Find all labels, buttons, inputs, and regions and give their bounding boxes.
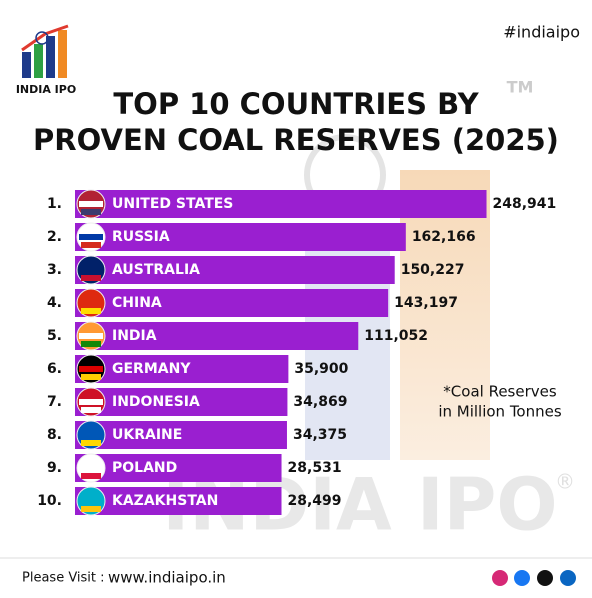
trademark: TM [507,78,534,97]
footer-label: Please Visit : [22,571,105,586]
flag-stripe [81,374,101,380]
rank: 7. [47,394,62,410]
flag-stripe [79,267,103,273]
note: *Coal Reserves [443,383,557,401]
value-label: 162,166 [412,229,476,245]
brand: INDIA IPO [16,83,76,96]
bar [75,190,487,218]
value-label: 34,375 [293,427,347,443]
bar [75,487,282,515]
category-label: KAZAKHSTAN [112,493,218,509]
flag-stripe [81,308,101,314]
rank: 2. [47,229,62,245]
flag-stripe [81,209,101,215]
hashtag: #indiaipo [503,23,580,42]
instagram-icon[interactable] [492,570,508,586]
flag-stripe [81,341,101,347]
rank: 10. [37,493,62,509]
value-label: 34,869 [293,394,347,410]
rank: 5. [47,328,62,344]
rank: 4. [47,295,62,311]
flag-stripe [81,473,101,479]
category-label: GERMANY [112,361,191,377]
value-label: 28,531 [288,460,342,476]
value-label: 111,052 [364,328,428,344]
social-icons [492,570,576,586]
x-icon[interactable] [537,570,553,586]
value-label: 28,499 [288,493,342,509]
bar [75,388,288,416]
chart-title: TOP 10 COUNTRIES BY [113,87,479,121]
flag-stripe [79,399,103,405]
bar [75,454,282,482]
bar [75,256,395,284]
category-label: AUSTRALIA [112,262,200,278]
category-label: UKRAINE [112,427,182,443]
category-label: INDONESIA [112,394,200,410]
rank: 1. [47,196,62,212]
flag-stripe [79,432,103,438]
rank: 9. [47,460,62,476]
category-label: INDIA [112,328,157,344]
note: in Million Tonnes [438,403,562,421]
value-label: 35,900 [294,361,348,377]
flag-stripe [79,333,103,339]
watermark-registered: ® [555,470,575,494]
flag-stripe [79,498,103,504]
category-label: UNITED STATES [112,196,233,212]
flag-stripe [79,300,103,306]
flag-stripe [81,440,101,446]
flag-stripe [79,201,103,207]
linkedin-icon[interactable] [560,570,576,586]
flag-stripe [81,275,101,281]
category-label: RUSSIA [112,229,170,245]
bar [75,421,287,449]
footer-url[interactable]: www.indiaipo.in [108,569,226,587]
category-label: POLAND [112,460,177,476]
category-label: CHINA [112,295,162,311]
flag-stripe [79,366,103,372]
chart-title: PROVEN COAL RESERVES (2025) [33,123,559,157]
flag-stripe [79,465,103,471]
bar [75,289,389,317]
logo [21,24,69,78]
watermark-bar [400,170,490,460]
bar [75,223,406,251]
flag-stripe [79,234,103,240]
value-label: 143,197 [394,295,458,311]
flag-stripe [81,407,101,413]
facebook-icon[interactable] [514,570,530,586]
bar [75,322,359,350]
rank: 6. [47,361,62,377]
value-label: 150,227 [401,262,465,278]
rank: 8. [47,427,62,443]
flag-stripe [81,506,101,512]
flag-stripe [81,242,101,248]
rank: 3. [47,262,62,278]
value-label: 248,941 [493,196,557,212]
bar [75,355,289,383]
